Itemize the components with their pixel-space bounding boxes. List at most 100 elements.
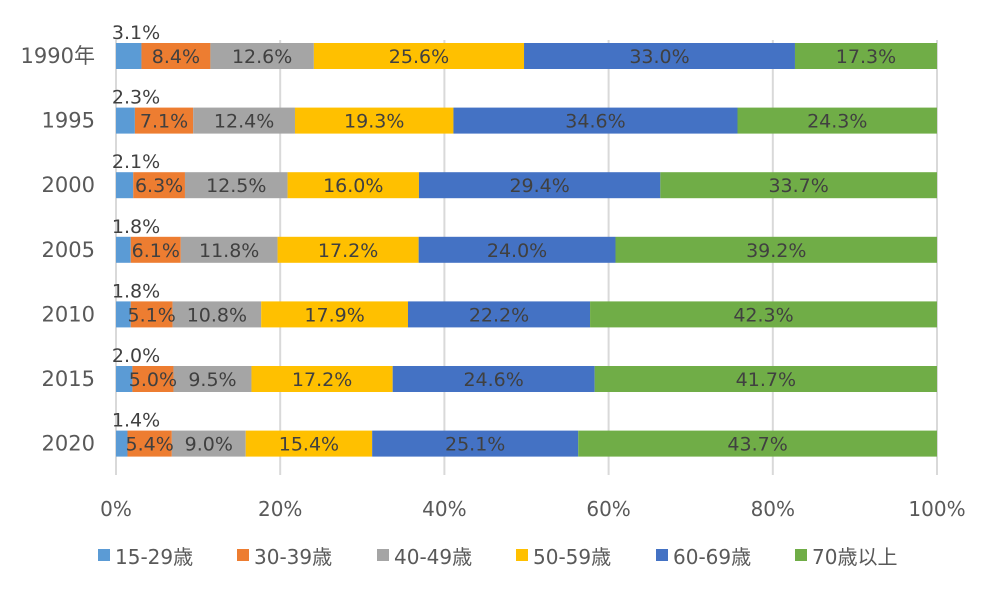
data-label: 33.7% [768, 175, 828, 197]
x-tick-label: 80% [751, 497, 795, 521]
data-labels: 3.1%8.4% 12.6% 25.6% 33.0% 17.3% 2.3%7.1% 12.4… [112, 22, 896, 456]
data-label: 17.3% [836, 46, 896, 68]
bar-segment [130, 301, 173, 328]
bar-segment [116, 236, 131, 263]
legend: 15-29歳 30-39歳 40-49歳 50-59歳 60-69歳 70歳以上 [98, 545, 897, 569]
legend-label: 60-69歳 [673, 545, 751, 569]
category-axis-labels: 1990年 1995 2000 2005 2010 2015 2020 [21, 44, 95, 456]
data-label: 2.0% [112, 345, 160, 367]
data-label: 33.0% [629, 46, 689, 68]
bar-segment [116, 366, 133, 392]
legend-label: 40-49歳 [394, 545, 472, 569]
data-label: 17.2% [318, 240, 378, 262]
data-label: 41.7% [736, 369, 796, 391]
data-label: 24.3% [807, 111, 867, 133]
data-label: 7.1% [140, 111, 188, 133]
data-label: 19.3% [344, 111, 404, 133]
bar-segment [116, 172, 134, 199]
bar-segment [392, 366, 595, 392]
bar-segment [127, 430, 172, 457]
bar-segment [184, 172, 288, 199]
data-label: 1.8% [112, 280, 160, 302]
bar-segment [116, 107, 135, 134]
data-label: 15.4% [279, 434, 339, 456]
bar-segment [737, 107, 937, 134]
bar-segment [245, 430, 373, 457]
bar-segment [133, 172, 185, 199]
bar-segment [116, 43, 142, 69]
data-label: 12.6% [232, 46, 292, 68]
bar-segment [277, 236, 419, 263]
data-label: 5.0% [129, 369, 177, 391]
value-axis-labels: 0% 20% 40% 60% 80% 100% [100, 497, 965, 521]
data-label: 2.3% [112, 87, 160, 109]
data-label: 34.6% [565, 111, 625, 133]
bar-segment [287, 172, 419, 199]
legend-label: 50-59歳 [533, 545, 611, 569]
data-label: 1.8% [112, 216, 160, 238]
bar-segment [313, 43, 525, 69]
x-tick-label: 20% [258, 497, 302, 521]
data-label: 25.6% [389, 46, 449, 68]
data-label: 17.2% [292, 369, 352, 391]
bar-segment [660, 172, 937, 199]
data-label: 11.8% [199, 240, 259, 262]
bar-segment [116, 301, 131, 328]
x-tick-label: 40% [422, 497, 466, 521]
bar-segment [141, 43, 211, 69]
bar-segment [372, 430, 579, 457]
x-tick-label: 0% [100, 497, 132, 521]
bar-segment [418, 172, 661, 199]
data-label: 6.1% [132, 240, 180, 262]
bar-segment [210, 43, 314, 69]
legend-label: 15-29歳 [115, 545, 193, 569]
bar-segment [453, 107, 738, 134]
legend-swatch [98, 549, 110, 561]
bar-segment [418, 236, 616, 263]
category-label: 1995 [42, 109, 95, 133]
data-label: 9.5% [188, 369, 236, 391]
bar-segment [130, 236, 181, 263]
data-label: 43.7% [727, 434, 787, 456]
legend-swatch [377, 549, 389, 561]
category-label: 2010 [42, 302, 95, 326]
x-tick-label: 60% [586, 497, 630, 521]
data-label: 24.6% [463, 369, 523, 391]
legend-swatch [656, 549, 668, 561]
bar-segment [407, 301, 591, 328]
bar-segment [251, 366, 393, 392]
bar-segment [172, 301, 262, 328]
bar-segment [132, 366, 174, 392]
bar-segment [261, 301, 408, 328]
data-label: 25.1% [445, 434, 505, 456]
bar-segment [594, 366, 937, 392]
data-label: 29.4% [509, 175, 569, 197]
data-label: 22.2% [469, 304, 529, 326]
bar-segment [524, 43, 795, 69]
bars [116, 43, 937, 457]
data-label: 8.4% [152, 46, 200, 68]
bar-segment [578, 430, 937, 457]
data-label: 3.1% [112, 22, 160, 44]
data-label: 6.3% [135, 175, 183, 197]
data-label: 42.3% [733, 304, 793, 326]
data-label: 10.8% [187, 304, 247, 326]
data-label: 1.4% [112, 410, 160, 432]
data-label: 24.0% [487, 240, 547, 262]
legend-label: 70歳以上 [812, 545, 897, 569]
x-tick-label: 100% [908, 497, 965, 521]
bar-segment [794, 43, 937, 69]
legend-swatch [516, 549, 528, 561]
data-label: 2.1% [112, 151, 160, 173]
bar-segment [116, 430, 128, 457]
category-label: 1990年 [21, 44, 95, 68]
bar-segment [294, 107, 454, 134]
bar-segment [173, 366, 252, 392]
bar-segment [590, 301, 937, 328]
legend-swatch [795, 549, 807, 561]
legend-label: 30-39歳 [254, 545, 332, 569]
data-label: 5.4% [126, 434, 174, 456]
bar-segment [615, 236, 937, 263]
legend-swatch [237, 549, 249, 561]
